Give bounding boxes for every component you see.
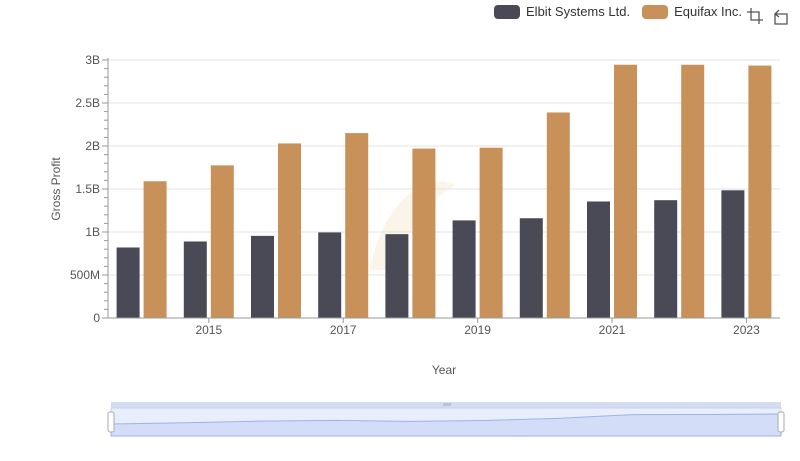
- range-slider[interactable]: [107, 402, 785, 437]
- bar-equifax: [614, 64, 637, 318]
- bar-equifax: [278, 143, 301, 318]
- bar-elbit: [654, 200, 678, 318]
- gridlines: [108, 59, 780, 319]
- bar-equifax: [748, 65, 772, 318]
- axes: [107, 58, 780, 319]
- y-tick-label: 2.5B: [75, 96, 100, 110]
- y-tick-label: 1B: [85, 225, 100, 239]
- bar-elbit: [587, 201, 610, 318]
- bar-elbit: [318, 232, 342, 318]
- bar-elbit: [519, 218, 543, 318]
- x-tick-label: 2019: [464, 323, 491, 337]
- bar-elbit: [721, 190, 745, 318]
- y-axis-ticks: 0 500M 1B 1.5B 2B 2.5B 3B: [70, 53, 108, 325]
- legend-item-equifax[interactable]: Equifax Inc.: [642, 4, 742, 19]
- bar-equifax: [412, 148, 436, 318]
- y-tick-label: 0: [93, 311, 100, 325]
- x-tick-label: 2015: [195, 323, 222, 337]
- y-axis-label: Gross Profit: [49, 157, 63, 221]
- y-tick-label: 3B: [85, 53, 100, 67]
- reset-zoom-icon[interactable]: [772, 7, 790, 25]
- bar-equifax: [681, 64, 705, 318]
- bar-elbit: [385, 234, 409, 318]
- y-tick-label: 1.5B: [75, 182, 100, 196]
- x-axis-ticks: 2015 2017 2019 2021 2023: [195, 318, 760, 337]
- bar-elbit: [452, 220, 476, 318]
- legend-label-elbit: Elbit Systems Ltd.: [526, 4, 631, 19]
- bar-equifax: [479, 147, 503, 318]
- x-tick-label: 2021: [599, 323, 626, 337]
- slider-handle-right[interactable]: [777, 411, 785, 433]
- bar-equifax: [143, 181, 167, 318]
- legend: Elbit Systems Ltd. Equifax Inc.: [494, 4, 742, 19]
- y-tick-label: 500M: [70, 268, 100, 282]
- legend-item-elbit[interactable]: Elbit Systems Ltd.: [494, 4, 630, 19]
- bar-elbit: [251, 235, 274, 318]
- legend-swatch-elbit: [494, 4, 521, 19]
- slider-grip: [443, 403, 451, 406]
- bar-equifax: [546, 112, 570, 319]
- x-tick-label: 2023: [733, 323, 760, 337]
- bar-equifax: [210, 165, 234, 318]
- bar-elbit: [116, 247, 140, 318]
- bars: [116, 64, 772, 319]
- bar-equifax: [345, 133, 369, 318]
- slider-handle-left[interactable]: [107, 411, 115, 433]
- x-axis-label: Year: [432, 363, 456, 377]
- legend-swatch-equifax: [642, 4, 669, 19]
- x-tick-label: 2017: [330, 323, 357, 337]
- y-tick-label: 2B: [85, 139, 100, 153]
- bar-elbit: [183, 241, 207, 318]
- select-icon[interactable]: [746, 7, 764, 25]
- legend-label-equifax: Equifax Inc.: [674, 4, 742, 19]
